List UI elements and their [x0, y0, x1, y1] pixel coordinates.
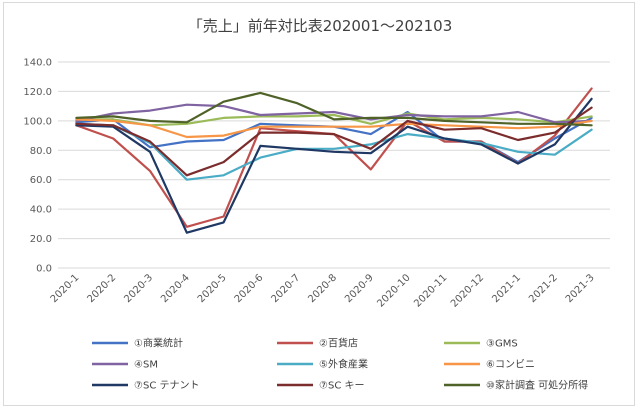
legend-item: ④SM	[92, 360, 158, 371]
series-line-9	[75, 91, 593, 127]
legend-item: ⑤外食産業	[277, 358, 368, 371]
x-axis-ticks: 2020-1 2020-2 2020-3 2020-4 2020-5 2020-6 2020…	[49, 272, 597, 309]
x-tick-label: 2021-1	[490, 272, 523, 305]
x-tick-label: 2020-4	[159, 272, 192, 305]
x-tick-label: 2020-11	[412, 272, 449, 309]
series-line-6	[75, 118, 593, 139]
series-line-4	[75, 103, 593, 124]
series-line-5	[75, 122, 593, 181]
series-line-7	[75, 97, 593, 234]
legend-label: ④SM	[134, 360, 158, 371]
y-tick-label: 0.0	[36, 264, 52, 275]
x-tick-label: 2020-5	[196, 272, 229, 305]
chart-frame: 「売上」前年対比表202001～202103 0.0 20.0 40.0 60.0 80…	[3, 2, 635, 406]
legend-label: ⑩家計調査 可処分所得	[486, 379, 588, 392]
legend-item: ⑦SC キー	[277, 381, 364, 392]
x-tick-label: 2020-10	[375, 272, 412, 309]
x-tick-label: 2020-12	[449, 272, 486, 309]
legend-label: ③GMS	[486, 339, 518, 350]
legend-item: ②百貨店	[277, 337, 358, 350]
x-tick-label: 2020-1	[49, 272, 82, 305]
x-tick-label: 2020-9	[343, 272, 376, 305]
legend-item: ⑥コンビニ	[444, 359, 535, 371]
legend-label: ①商業統計	[134, 337, 183, 350]
legend-item: ⑩家計調査 可処分所得	[444, 379, 588, 392]
line-chart: 「売上」前年対比表202001～202103 0.0 20.0 40.0 60.0 80…	[23, 17, 610, 392]
x-tick-label: 2020-2	[85, 272, 118, 305]
gridlines	[58, 61, 610, 269]
y-tick-label: 120.0	[23, 87, 52, 98]
y-tick-label: 100.0	[23, 116, 52, 127]
x-tick-label: 2021-3	[564, 272, 597, 305]
y-tick-label: 80.0	[30, 146, 52, 157]
x-tick-label: 2020-8	[306, 272, 339, 305]
legend-item: ⑦SC テナント	[92, 380, 199, 392]
legend-label: ⑤外食産業	[319, 358, 368, 371]
y-axis-ticks: 0.0 20.0 40.0 60.0 80.0 100.0 120.0 140.0	[23, 58, 52, 275]
chart-title: 「売上」前年対比表202001～202103	[188, 17, 453, 35]
legend-label: ⑦SC キー	[319, 381, 364, 392]
legend-item: ①商業統計	[92, 337, 183, 350]
series-line-8	[75, 106, 593, 177]
legend-label: ②百貨店	[319, 337, 358, 350]
y-tick-label: 60.0	[30, 175, 52, 186]
y-tick-label: 40.0	[30, 205, 52, 216]
x-tick-label: 2020-3	[122, 272, 155, 305]
legend-label: ⑥コンビニ	[486, 359, 535, 371]
series-line-3	[75, 112, 593, 127]
series-lines	[75, 87, 593, 234]
x-tick-label: 2020-6	[233, 272, 266, 305]
y-tick-label: 20.0	[30, 234, 52, 245]
y-tick-label: 140.0	[23, 58, 52, 69]
legend: ①商業統計 ②百貨店 ③GMS ④SM ⑤外食産業 ⑥コンビニ ⑦SC テナント ⑦SC キー…	[92, 337, 588, 392]
x-tick-label: 2021-2	[527, 272, 560, 305]
x-tick-label: 2020-7	[269, 272, 302, 305]
legend-label: ⑦SC テナント	[134, 380, 199, 392]
legend-item: ③GMS	[444, 339, 518, 350]
